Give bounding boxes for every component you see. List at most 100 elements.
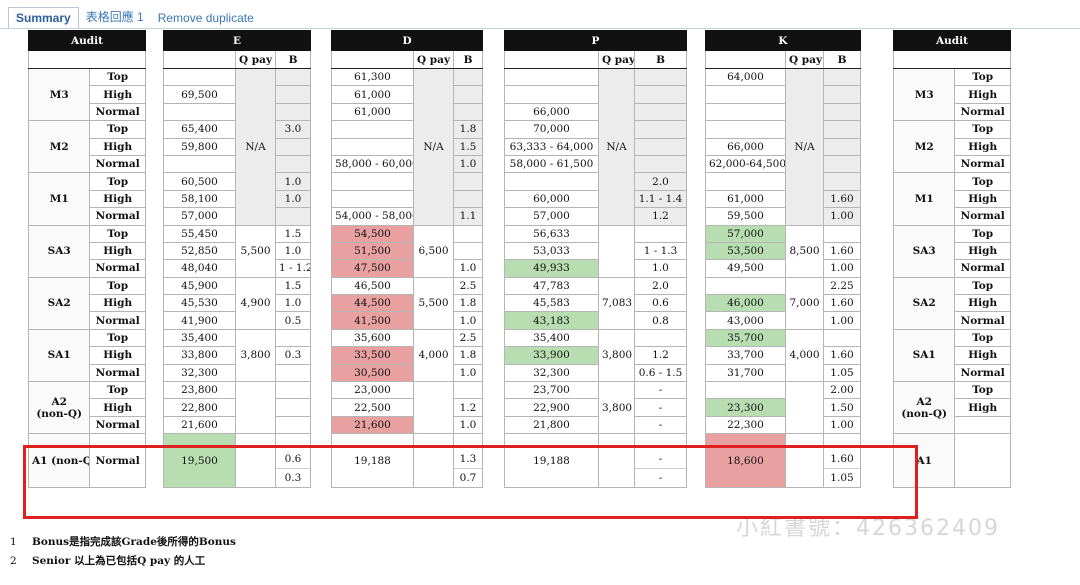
salary-cell: 51,500	[331, 241, 414, 261]
sub-level: High	[89, 85, 146, 104]
footnotes: 1 Bonus是指完成該Grade後所得的Bonus 2 Senior 以上為已包括…	[10, 533, 236, 571]
bonus-cell: 0.6	[276, 450, 310, 470]
salary-cell: 66,000	[504, 102, 599, 122]
qpay-cell: 7,083	[598, 276, 635, 330]
sub-level: Normal	[954, 363, 1011, 383]
sub-level: Normal	[89, 154, 146, 174]
salary-cell: 57,000	[705, 224, 786, 243]
bonus-cell: 0.8	[634, 311, 687, 330]
watermark: 小紅書號：426362409	[736, 516, 1000, 541]
sub-level	[954, 415, 1011, 435]
sub-level: Top	[89, 67, 146, 87]
bonus-cell	[275, 137, 311, 156]
bonus-cell	[275, 207, 311, 226]
salary-cell: 66,000	[705, 137, 786, 156]
bonus-cell	[275, 102, 311, 122]
salary-cell: 19,500	[163, 433, 236, 489]
bonus-cell: 1.0	[453, 363, 483, 383]
bonus-cell	[275, 398, 311, 417]
bonus-cell: 1.0	[453, 415, 483, 435]
sub-level: Normal	[954, 102, 1011, 122]
sub-level: High	[89, 241, 146, 261]
salary-cell: 54,000 - 58,000	[331, 207, 414, 226]
bonus-cell: 3.0	[275, 120, 311, 139]
grade-label: SA1	[892, 328, 956, 383]
sheet-tabs: Summary 表格回應 1 Remove duplicate	[8, 6, 261, 28]
salary-cell: 58,100	[163, 189, 236, 209]
salary-cell: 53,033	[504, 241, 599, 261]
bonus-cell	[823, 328, 861, 348]
bonus-cell: 2.5	[453, 276, 483, 296]
salary-cell: 22,300	[705, 415, 786, 435]
salary-cell	[331, 137, 414, 156]
group-title: D	[331, 30, 483, 51]
tab-divider	[0, 28, 1080, 29]
qpay-cell	[235, 433, 276, 489]
bonus-cell: 1.60	[824, 450, 860, 470]
bonus-cell	[634, 224, 687, 243]
bonus-cell	[823, 137, 861, 156]
bonus-cell: 1.0	[275, 294, 311, 313]
salary-cell: 61,300	[331, 67, 414, 87]
bonus-cell	[634, 102, 687, 122]
sub-level: High	[89, 346, 146, 365]
tab-summary[interactable]: Summary	[8, 7, 79, 28]
bonus-cell: 1.05	[830, 472, 854, 485]
tab-remove-duplicate[interactable]: Remove duplicate	[157, 11, 254, 25]
qpay-cell: 5,500	[413, 276, 454, 330]
bonus-cell	[634, 328, 687, 348]
qpay-header: Q pay	[598, 50, 635, 69]
salary-cell: 47,500	[331, 259, 414, 278]
group-title: K	[705, 30, 861, 51]
bonus-cell	[275, 381, 311, 400]
sub-level: Top	[954, 381, 1011, 400]
bonus-cell	[453, 67, 483, 87]
salary-cell: 43,183	[504, 311, 599, 330]
salary-cell: 19,188	[504, 433, 599, 489]
salary-cell	[705, 172, 786, 191]
salary-cell: 23,000	[331, 381, 414, 400]
qpay-cell: 8,500	[785, 224, 824, 278]
sub-level: Normal	[89, 102, 146, 122]
qpay-cell: 4,000	[413, 328, 454, 383]
sub-level: High	[89, 398, 146, 417]
salary-cell: 56,633	[504, 224, 599, 243]
bonus-cell	[823, 172, 861, 191]
bonus-cell: 2.25	[823, 276, 861, 296]
bonus-cell: -	[634, 415, 687, 435]
bonus-cell: 1.00	[823, 259, 861, 278]
salary-cell: 65,400	[163, 120, 236, 139]
bonus-cell: 1.2	[634, 207, 687, 226]
group-title: E	[163, 30, 311, 51]
sub-level: Normal	[89, 433, 146, 489]
qpay-na: N/A	[235, 68, 276, 226]
sub-level: Top	[954, 120, 1011, 139]
salary-cell: 22,800	[163, 398, 236, 417]
bonus-cell: 1.2	[634, 346, 687, 365]
salary-cell: 61,000	[331, 85, 414, 104]
tab-form-responses[interactable]: 表格回應 1	[85, 10, 144, 24]
sub-level: Top	[89, 276, 146, 296]
qpay-cell: 5,500	[235, 224, 276, 278]
sub-level: Normal	[954, 311, 1011, 330]
bonus-cell: 0.3	[284, 472, 302, 485]
salary-cell: 21,600	[163, 415, 236, 435]
sub-level: High	[954, 189, 1011, 209]
salary-cell: 45,530	[163, 294, 236, 313]
salary-cell	[705, 381, 786, 400]
bonus-cell: 1.2	[453, 398, 483, 417]
bonus-cell	[634, 137, 687, 156]
salary-cell: 53,500	[705, 241, 786, 261]
bonus-cell: 1.5	[275, 224, 311, 243]
salary-cell: 30,500	[331, 363, 414, 383]
salary-cell: 35,600	[331, 328, 414, 348]
salary-cell: 57,000	[504, 207, 599, 226]
salary-cell: 49,933	[504, 259, 599, 278]
bonus-cell: 2.5	[453, 328, 483, 348]
grade-label: A1 (non-Q)	[27, 433, 91, 489]
grade-label: SA3	[892, 224, 956, 278]
bonus-cell: 2.00	[823, 381, 861, 400]
qpay-cell: 6,500	[413, 224, 454, 278]
salary-cell	[331, 172, 414, 191]
